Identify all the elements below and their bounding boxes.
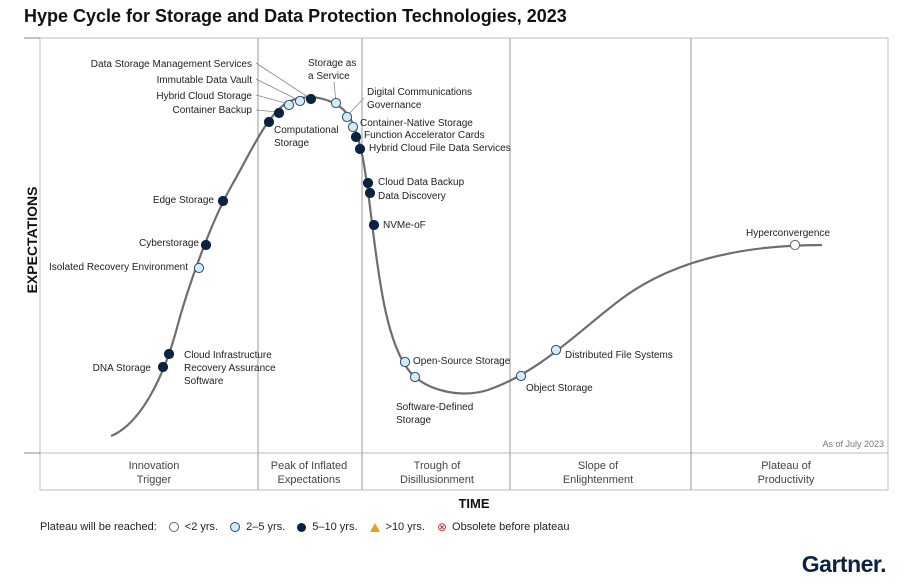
technology-marker — [409, 371, 421, 383]
legend-label: <2 yrs. — [184, 521, 219, 533]
legend-item-obsolete: ⊗ Obsolete before plateau — [437, 520, 569, 534]
phase-label-line1: Trough of — [414, 460, 462, 472]
technology-marker — [330, 97, 342, 109]
legend-label: 2–5 yrs. — [246, 521, 286, 533]
technology-marker — [515, 370, 527, 382]
dark-blue-circle-icon — [297, 522, 307, 532]
technology-label: DNA Storage — [93, 363, 152, 374]
technology-label: Immutable Data Vault — [157, 75, 253, 86]
technology-label: Data Storage Management Services — [91, 59, 252, 70]
technology-marker — [273, 107, 285, 119]
technology-marker — [263, 116, 275, 128]
phase-label-line1: Slope of — [578, 460, 619, 472]
technology-label: Hyperconvergence — [746, 228, 830, 239]
technology-label: Distributed File Systems — [565, 350, 673, 361]
technology-label: Cyberstorage — [139, 238, 199, 249]
technology-marker — [157, 361, 169, 373]
technology-marker — [362, 177, 374, 189]
technology-label: Container-Native Storage — [360, 118, 473, 129]
technology-label: Digital Communications Governance — [367, 87, 472, 111]
legend-item-lt2: <2 yrs. — [168, 521, 219, 533]
technology-markers — [157, 93, 801, 383]
technology-marker — [193, 262, 205, 274]
legend-label: >10 yrs. — [385, 521, 425, 533]
phase-label-line1: Peak of Inflated — [271, 460, 347, 472]
light-blue-circle-icon — [230, 522, 241, 532]
phase-label-line1: Innovation — [129, 460, 180, 472]
as-of-note: As of July 2023 — [822, 439, 884, 449]
technology-marker — [341, 111, 353, 123]
technology-marker — [347, 121, 359, 133]
legend-label: 5–10 yrs. — [312, 521, 358, 533]
technology-marker — [294, 95, 306, 107]
technology-marker — [350, 131, 362, 143]
leader-line — [255, 78, 301, 102]
phase-label-line2: Expectations — [278, 474, 341, 486]
technology-label: Software-Defined Storage — [396, 402, 473, 426]
technology-label: Edge Storage — [153, 195, 215, 206]
phase-label-line2: Enlightenment — [563, 474, 633, 486]
technology-labels: DNA Storage Cloud Infrastructure Recovery … — [49, 58, 830, 426]
technology-marker — [283, 99, 295, 111]
legend-prefix: Plateau will be reached: — [40, 521, 157, 533]
phase-label-line2: Disillusionment — [400, 474, 474, 486]
legend-item-5to10: 5–10 yrs. — [297, 521, 358, 533]
technology-label: Storage as a Service — [308, 58, 356, 82]
technology-label: Cloud Data Backup — [378, 177, 465, 188]
white-circle-icon — [168, 522, 179, 532]
technology-marker — [364, 187, 376, 199]
yellow-triangle-icon — [369, 522, 380, 532]
plot-area — [39, 37, 889, 491]
obsolete-x-icon: ⊗ — [436, 520, 448, 534]
legend-item-gt10: >10 yrs. — [369, 521, 425, 533]
technology-marker — [217, 195, 229, 207]
gartner-logo: Gartner. — [801, 551, 887, 577]
technology-marker — [368, 219, 380, 231]
technology-label: Computational Storage — [274, 125, 338, 149]
phase-label-line1: Plateau of — [761, 460, 811, 472]
technology-marker — [550, 344, 562, 356]
leader-line — [255, 94, 290, 105]
technology-marker — [354, 143, 366, 155]
legend: Plateau will be reached: <2 yrs. 2–5 yrs… — [40, 520, 569, 534]
x-axis-label: TIME — [458, 496, 489, 511]
technology-label: Hybrid Cloud File Data Services — [369, 143, 511, 154]
technology-label: NVMe-oF — [383, 220, 426, 231]
chart-title: Hype Cycle for Storage and Data Protecti… — [24, 6, 567, 26]
technology-label: Container Backup — [173, 105, 253, 116]
legend-label: Obsolete before plateau — [452, 521, 570, 533]
phase-label-line2: Productivity — [758, 474, 815, 486]
leader-lines — [255, 62, 365, 117]
technology-marker — [200, 239, 212, 251]
technology-label: Isolated Recovery Environment — [49, 262, 188, 273]
technology-label: Object Storage — [526, 383, 593, 394]
phase-label-line2: Trigger — [137, 474, 172, 486]
technology-marker — [305, 93, 317, 105]
technology-label: Function Accelerator Cards — [364, 130, 485, 141]
leader-line — [255, 62, 312, 100]
technology-label: Data Discovery — [378, 191, 446, 202]
technology-label: Open-Source Storage — [413, 356, 511, 367]
technology-label: Cloud Infrastructure Recovery Assurance So… — [184, 350, 276, 387]
technology-label: Hybrid Cloud Storage — [156, 91, 252, 102]
technology-marker — [163, 348, 175, 360]
y-axis-label: EXPECTATIONS — [24, 187, 40, 294]
technology-marker — [399, 356, 411, 368]
technology-marker — [789, 239, 801, 251]
legend-item-2to5: 2–5 yrs. — [230, 521, 285, 533]
